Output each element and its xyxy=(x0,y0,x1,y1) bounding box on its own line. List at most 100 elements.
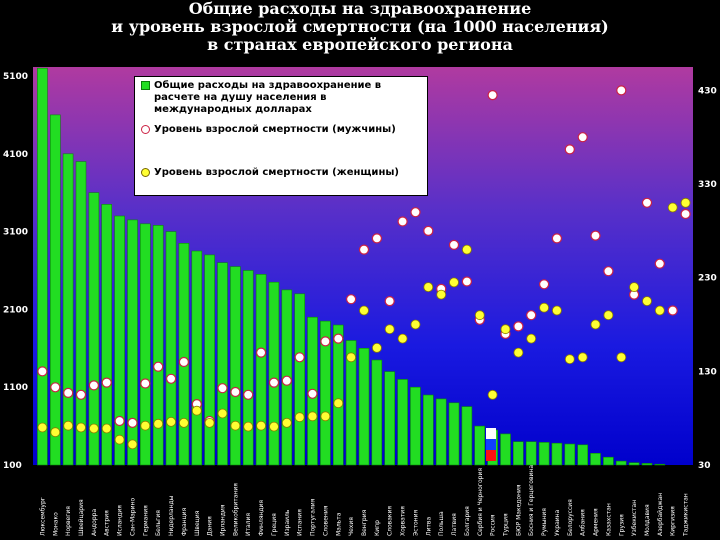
men-point xyxy=(320,336,331,347)
category-label: Сербия и Черногория xyxy=(477,468,484,536)
bar xyxy=(101,204,112,466)
bar xyxy=(641,463,653,466)
men-point xyxy=(384,296,395,307)
category-label: Андорра xyxy=(91,509,98,536)
category-label: Великобритания xyxy=(232,483,239,536)
women-point xyxy=(616,352,627,363)
category-label: Литва xyxy=(425,517,432,536)
bar xyxy=(88,192,100,466)
category-label: Бельгия xyxy=(155,510,162,536)
men-point xyxy=(127,417,138,428)
women-point xyxy=(590,319,601,330)
category-label: Босния и Герцеговина xyxy=(528,465,535,536)
category-label: Нидерланды xyxy=(168,495,175,536)
right-tick-label: 330 xyxy=(698,180,717,190)
women-point xyxy=(178,417,189,428)
category-label: Монако xyxy=(52,512,59,536)
women-point xyxy=(230,420,241,431)
legend-item-men: Уровень взрослой смертности (мужчины) xyxy=(141,124,421,136)
category-label: Люксембург xyxy=(39,497,46,536)
men-point xyxy=(50,382,61,393)
women-point xyxy=(140,420,151,431)
bar xyxy=(332,324,344,466)
women-point xyxy=(153,418,164,429)
category-label: Франция xyxy=(181,507,188,536)
right-tick-label: 230 xyxy=(698,274,717,284)
women-point xyxy=(114,434,125,445)
category-label: Грузия xyxy=(618,514,625,536)
category-label: Эстония xyxy=(413,510,420,536)
category-label: Хорватия xyxy=(400,506,407,536)
men-point xyxy=(243,389,254,400)
bar xyxy=(384,371,396,466)
bar xyxy=(615,460,627,466)
category-label: Казахстан xyxy=(605,503,612,536)
bar xyxy=(165,231,177,466)
bar xyxy=(654,463,666,466)
men-point xyxy=(603,266,614,277)
women-point xyxy=(564,354,575,365)
women-point xyxy=(127,439,138,450)
women-point xyxy=(410,319,421,330)
men-point xyxy=(307,388,318,399)
women-point xyxy=(217,408,228,419)
men-point xyxy=(641,197,653,208)
men-point xyxy=(487,89,498,101)
men-point xyxy=(178,356,189,368)
russia-flag-icon xyxy=(486,428,496,461)
category-label: Албания xyxy=(580,509,587,536)
category-label: Словакия xyxy=(387,506,394,536)
bar xyxy=(49,114,61,466)
men-point xyxy=(590,230,601,241)
men-point xyxy=(75,389,87,400)
women-point xyxy=(603,310,614,321)
category-label: Португалия xyxy=(310,498,317,536)
bar xyxy=(62,153,74,466)
women-point xyxy=(474,310,485,321)
bar xyxy=(242,270,254,466)
category-label: Армения xyxy=(593,508,600,536)
women-point xyxy=(333,398,344,409)
category-label: Латвия xyxy=(451,513,458,536)
men-point xyxy=(268,377,280,388)
men-point xyxy=(448,239,460,250)
bar xyxy=(551,442,563,466)
bar xyxy=(603,456,614,466)
category-label: Словения xyxy=(322,505,329,536)
bar xyxy=(435,398,447,466)
men-point xyxy=(564,144,575,155)
category-axis: Люксембург Монако Норвегия Швейцария Андорра… xyxy=(39,465,689,537)
right-axis: 430 330 230 130 30 xyxy=(698,86,717,471)
men-point xyxy=(654,258,665,269)
women-point xyxy=(243,421,254,432)
men-point xyxy=(423,225,434,236)
bar xyxy=(127,219,138,466)
chart-title-line-2: и уровень взрослой смертности (на 1000 н… xyxy=(111,17,609,36)
men-point xyxy=(551,233,563,244)
women-point xyxy=(397,333,408,344)
bar xyxy=(204,254,215,466)
legend-item-women: Уровень взрослой смертности (женщины) xyxy=(141,167,421,179)
bar xyxy=(628,462,640,466)
category-label: Греция xyxy=(271,513,278,536)
category-label: Киргизия xyxy=(670,506,677,536)
men-point xyxy=(333,333,344,344)
bar xyxy=(320,320,331,466)
left-axis: 5100 4100 3100 2100 1100 100 xyxy=(3,72,28,471)
bar xyxy=(37,67,48,466)
women-point xyxy=(526,333,537,344)
men-point xyxy=(371,233,382,244)
men-point xyxy=(616,85,627,96)
bar xyxy=(590,452,601,466)
women-point xyxy=(294,412,305,423)
bar xyxy=(217,262,228,466)
men-point xyxy=(577,132,588,143)
women-point xyxy=(101,423,112,434)
left-tick-label: 3100 xyxy=(3,228,28,238)
category-label: Кипр xyxy=(374,520,381,536)
men-point xyxy=(140,378,151,389)
women-point xyxy=(552,305,562,316)
category-label: Испания xyxy=(297,509,304,536)
legend-men-swatch xyxy=(141,125,150,134)
men-point xyxy=(538,279,550,290)
